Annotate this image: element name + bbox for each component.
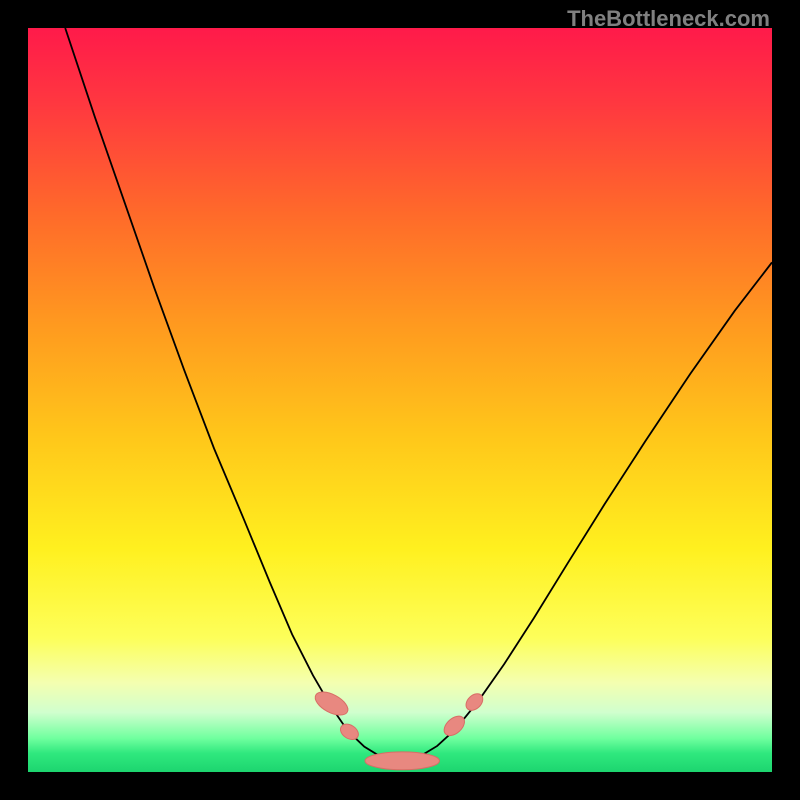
chart-plot-area <box>28 28 772 772</box>
curve-markers <box>312 687 486 769</box>
curve-marker <box>365 752 439 770</box>
curve-marker <box>312 687 352 720</box>
bottleneck-curve-left <box>65 28 400 762</box>
curve-marker <box>440 712 468 739</box>
chart-curves <box>28 28 772 772</box>
bottleneck-curve-right <box>400 262 772 761</box>
